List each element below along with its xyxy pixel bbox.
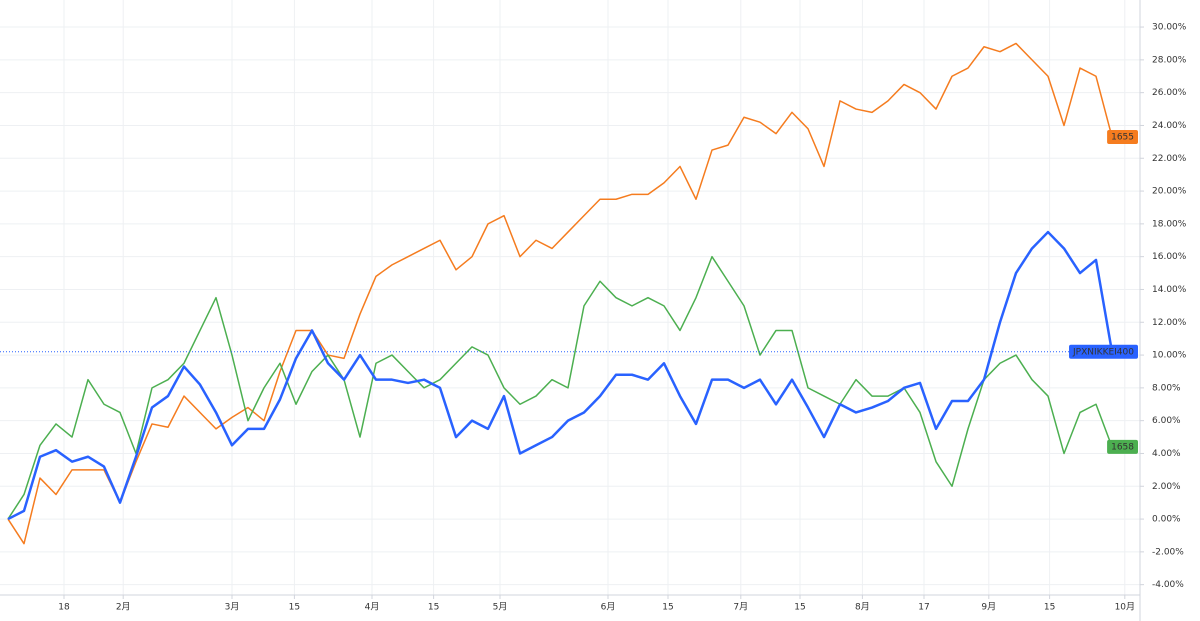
x-tick-label: 6月 bbox=[601, 602, 616, 613]
x-tick-label: 15 bbox=[1044, 603, 1055, 613]
x-tick-label: 2月 bbox=[116, 602, 131, 613]
y-tick-label: 14.00% bbox=[1152, 285, 1187, 295]
x-tick-label: 15 bbox=[289, 603, 300, 613]
x-tick-label: 15 bbox=[794, 603, 805, 613]
x-tick-label: 15 bbox=[428, 603, 439, 613]
y-tick-label: 22.00% bbox=[1152, 154, 1187, 164]
x-tick-label: 10月 bbox=[1115, 602, 1135, 613]
series-line bbox=[7, 42, 1113, 545]
y-tick-label: 28.00% bbox=[1152, 55, 1187, 65]
x-tick-label: 15 bbox=[662, 603, 673, 613]
x-tick-label: 9月 bbox=[981, 602, 996, 613]
series-label-bg bbox=[1107, 439, 1138, 454]
x-tick-label: 8月 bbox=[855, 602, 870, 613]
y-tick-label: -2.00% bbox=[1152, 547, 1184, 557]
x-tick-label: 3月 bbox=[225, 602, 240, 613]
y-tick-label: -4.00% bbox=[1152, 580, 1184, 590]
x-tick-label: 7月 bbox=[733, 602, 748, 613]
series-label-bg bbox=[1107, 129, 1138, 144]
y-tick-label: 2.00% bbox=[1152, 482, 1181, 492]
y-tick-label: 18.00% bbox=[1152, 219, 1187, 229]
x-tick-label: 17 bbox=[918, 603, 929, 613]
series-label-bg bbox=[1069, 344, 1138, 359]
y-tick-label: 10.00% bbox=[1152, 351, 1187, 361]
series-label: JPXNIKKEI400 bbox=[1072, 347, 1134, 357]
y-tick-label: 4.00% bbox=[1152, 449, 1181, 459]
y-tick-label: 24.00% bbox=[1152, 121, 1187, 131]
y-tick-label: 0.00% bbox=[1152, 515, 1181, 525]
y-tick-label: 20.00% bbox=[1152, 187, 1187, 197]
x-tick-label: 5月 bbox=[493, 602, 508, 613]
y-tick-label: 26.00% bbox=[1152, 88, 1187, 98]
y-tick-label: 6.00% bbox=[1152, 416, 1181, 426]
series-line bbox=[7, 255, 1113, 520]
y-tick-label: 16.00% bbox=[1152, 252, 1187, 262]
series-label: 1655 bbox=[1111, 132, 1134, 142]
x-tick-label: 4月 bbox=[365, 602, 380, 613]
x-tick-label: 18 bbox=[58, 603, 70, 613]
y-tick-label: 8.00% bbox=[1152, 383, 1181, 393]
series-line bbox=[7, 230, 1114, 521]
y-tick-label: 12.00% bbox=[1152, 318, 1187, 328]
series-label: 1658 bbox=[1111, 442, 1134, 452]
y-tick-label: 30.00% bbox=[1152, 23, 1187, 33]
